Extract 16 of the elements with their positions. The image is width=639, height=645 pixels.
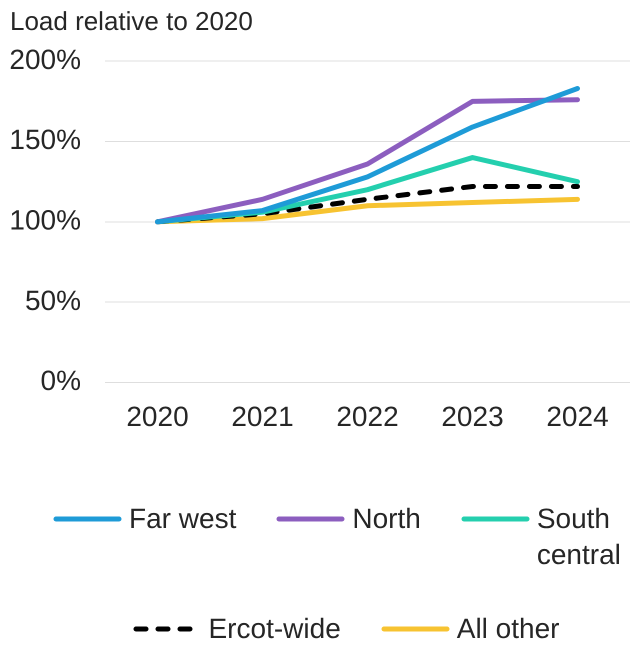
legend-label: Ercot-wide [208,612,341,645]
y-tick-label: 100% [9,204,81,236]
x-tick-label: 2021 [231,400,294,432]
chart-title: Load relative to 2020 [10,6,253,36]
y-tick-label: 50% [24,284,81,316]
y-tick-label: 200% [9,44,81,75]
x-tick-label: 2024 [546,400,609,432]
legend-label: South central [536,502,622,572]
legend-label: Far west [129,502,236,536]
x-tick-label: 2023 [441,400,504,432]
legend-label: All other [456,612,560,645]
y-tick-label: 0% [40,365,81,396]
legend-label: North [352,502,421,536]
x-tick-label: 2020 [126,400,189,432]
x-tick-label: 2022 [336,400,399,432]
y-tick-label: 150% [9,124,81,156]
